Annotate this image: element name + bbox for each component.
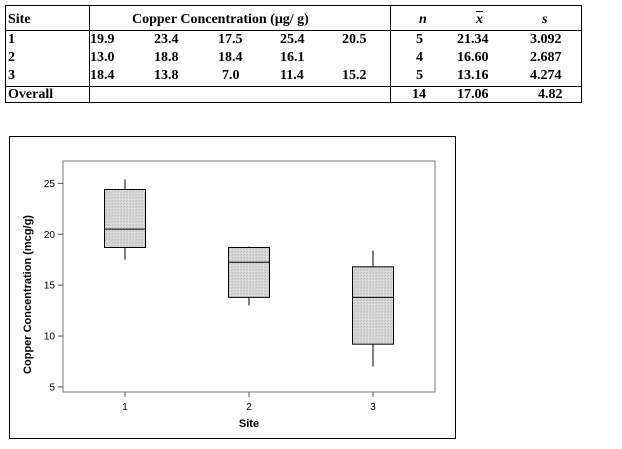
x-axis-title: Site bbox=[239, 418, 259, 430]
interquartile-box bbox=[228, 246, 270, 298]
header-n: n bbox=[419, 12, 427, 27]
row-2-value-1: 13.0 bbox=[90, 50, 115, 65]
overall-sd: 4.82 bbox=[538, 87, 563, 102]
y-tick-label: 10 bbox=[44, 332, 56, 343]
header-copper-concentration: Copper Concentration (μg/ g) bbox=[132, 12, 309, 27]
copper-data-table: Site Copper Concentration (μg/ g) n x s … bbox=[5, 5, 582, 103]
interquartile-box bbox=[352, 266, 394, 345]
interquartile-box bbox=[104, 188, 146, 248]
table-divider bbox=[6, 86, 581, 87]
box-site-2 bbox=[228, 246, 270, 306]
row-3-site: 3 bbox=[8, 68, 15, 83]
header-sd: s bbox=[542, 12, 548, 27]
y-tick-label: 15 bbox=[44, 281, 56, 292]
row-2-value-2: 18.8 bbox=[154, 50, 179, 65]
row-1-n: 5 bbox=[416, 32, 423, 47]
row-1-value-1: 19.9 bbox=[90, 32, 115, 47]
row-1-value-5: 20.5 bbox=[342, 32, 367, 47]
row-3-sd: 4.274 bbox=[530, 68, 562, 83]
x-tick-label: 1 bbox=[122, 402, 128, 413]
x-tick-label: 2 bbox=[246, 402, 252, 413]
box-series bbox=[104, 179, 394, 367]
table-divider bbox=[390, 6, 391, 102]
row-3-value-3: 7.0 bbox=[222, 68, 240, 83]
row-2-sd: 2.687 bbox=[530, 50, 562, 65]
overall-label: Overall bbox=[8, 87, 54, 102]
y-tick-label: 5 bbox=[49, 382, 55, 393]
row-3-value-1: 18.4 bbox=[90, 68, 115, 83]
row-1-mean: 21.34 bbox=[457, 32, 489, 47]
row-1-value-2: 23.4 bbox=[154, 32, 179, 47]
header-mean: x bbox=[476, 12, 483, 27]
row-2-mean: 16.60 bbox=[457, 50, 489, 65]
boxplot-chart: 5 10 15 20 25 1 2 3 Site Copper Concentration … bbox=[9, 136, 456, 439]
box-site-1 bbox=[104, 179, 146, 260]
row-2-value-4: 16.1 bbox=[280, 50, 305, 65]
y-tick-label: 25 bbox=[44, 179, 56, 190]
row-3-value-4: 11.4 bbox=[280, 68, 304, 83]
row-3-value-5: 15.2 bbox=[342, 68, 367, 83]
x-tick-label: 3 bbox=[370, 402, 376, 413]
overall-mean: 17.06 bbox=[457, 87, 489, 102]
row-3-value-2: 13.8 bbox=[154, 68, 179, 83]
x-axis: 1 2 3 bbox=[122, 392, 376, 413]
row-2-site: 2 bbox=[8, 50, 15, 65]
boxplot-svg: 5 10 15 20 25 1 2 3 Site Copper Concentration … bbox=[22, 160, 436, 430]
box-site-3 bbox=[352, 250, 394, 367]
header-site: Site bbox=[8, 12, 31, 27]
y-tick-label: 20 bbox=[44, 230, 56, 241]
table-divider bbox=[6, 30, 581, 31]
row-1-value-4: 25.4 bbox=[280, 32, 305, 47]
row-1-sd: 3.092 bbox=[530, 32, 562, 47]
row-1-value-3: 17.5 bbox=[218, 32, 243, 47]
row-2-value-3: 18.4 bbox=[218, 50, 243, 65]
row-3-n: 5 bbox=[416, 68, 423, 83]
overall-n: 14 bbox=[412, 87, 426, 102]
y-axis: 5 10 15 20 25 bbox=[44, 179, 63, 393]
table-divider bbox=[89, 6, 90, 102]
y-axis-title: Copper Concentration (mcg/g) bbox=[22, 215, 34, 374]
row-1-site: 1 bbox=[8, 32, 15, 47]
row-2-n: 4 bbox=[416, 50, 423, 65]
row-3-mean: 13.16 bbox=[457, 68, 489, 83]
